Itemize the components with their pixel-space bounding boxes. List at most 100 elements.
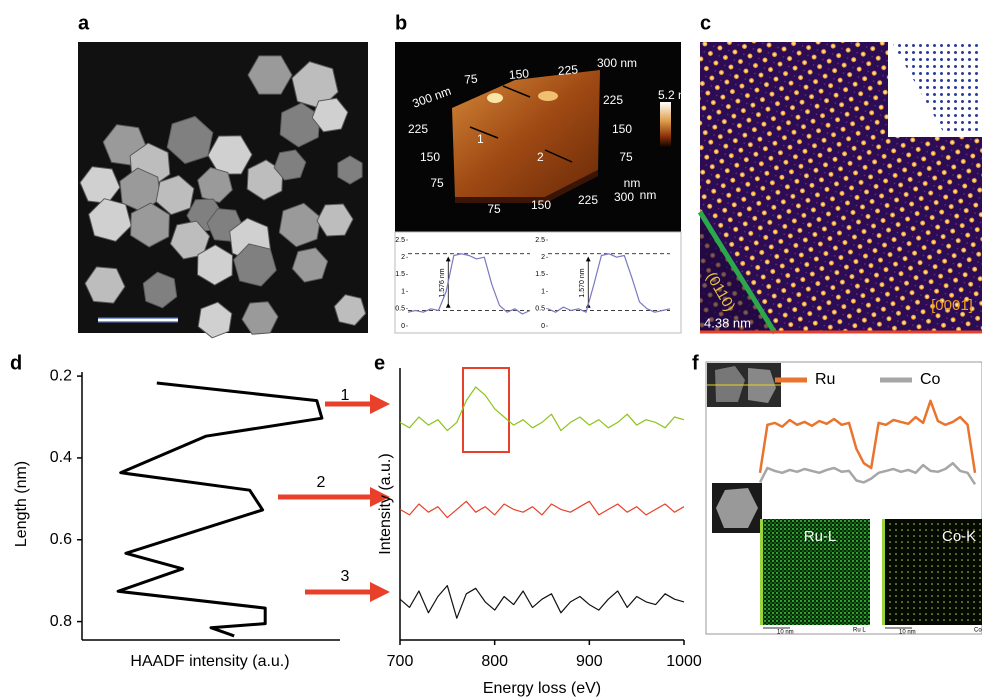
panel-label: c [700, 12, 711, 34]
profile-line [469, 126, 499, 139]
scale-label: 4.38 nm [704, 315, 751, 330]
y-tick-label: 1 [541, 288, 545, 295]
afm-axis-label: 150 [508, 66, 529, 82]
data-line [758, 399, 977, 473]
afm-axis-label: 150 [612, 122, 632, 136]
map-scale-label: Co [974, 628, 982, 634]
particle-image [716, 488, 758, 528]
data-line [399, 585, 685, 619]
legend-label: Ru [815, 371, 835, 388]
nanocrystal [142, 271, 178, 309]
color-scale-max: 5.2 nm [658, 88, 695, 102]
afm-surface [452, 70, 600, 197]
afm-particle [538, 91, 558, 101]
y-tick-label: 0.6 [50, 531, 72, 548]
afm-axis-label: 75 [464, 72, 479, 87]
afm-axis-label: 300 nm [597, 56, 637, 70]
color-bar [660, 102, 671, 148]
y-tick-label: 0.5 [395, 306, 405, 313]
afm-axis-label: 225 [557, 62, 578, 78]
afm-axis-label: 225 [578, 193, 598, 207]
co-map [882, 519, 982, 625]
profile-box [394, 231, 682, 334]
x-tick-label: 700 [387, 653, 414, 670]
y-tick-label: 0 [541, 323, 545, 330]
data-line [407, 253, 531, 315]
panel-label: b [395, 12, 407, 34]
y-axis-title: Intensity (a.u.) [377, 453, 394, 554]
nanocrystal [196, 244, 234, 286]
afm-axis-label: nm [624, 176, 641, 190]
y-tick-label: 2.5 [395, 237, 405, 244]
profile-line [502, 85, 531, 98]
facet-line [697, 210, 778, 335]
afm-axis-label: 75 [619, 150, 633, 164]
nanocrystal [155, 174, 195, 216]
panel-label: a [78, 12, 90, 34]
nanocrystals [79, 55, 367, 339]
nanocrystal [337, 155, 363, 185]
map-edge [882, 519, 885, 625]
nanocrystal [207, 135, 253, 175]
particle-image [715, 366, 745, 402]
spectrum-label: 1 [341, 387, 350, 404]
nanocrystal [169, 220, 211, 260]
panel-label: e [374, 352, 385, 374]
nanocrystal [197, 301, 233, 339]
nanocrystal [197, 166, 233, 204]
ru-map [760, 519, 870, 625]
y-tick-label: 0.5 [535, 306, 545, 313]
spectrum-label: 2 [317, 474, 326, 491]
y-tick-label: 0.2 [50, 367, 72, 384]
nanocrystal [88, 198, 132, 242]
afm-axis-label: 225 [603, 93, 623, 107]
x-tick-label: 800 [481, 653, 508, 670]
direction-label: [0001] [931, 297, 973, 314]
afm-axis-label: 150 [531, 198, 551, 212]
y-tick-label: 0.8 [50, 613, 72, 630]
data-line [399, 386, 685, 432]
afm-axis-label: nm [640, 188, 657, 202]
nanocrystal [278, 202, 322, 248]
y-tick-label: 0 [401, 323, 405, 330]
data-line [547, 253, 671, 313]
dimension-label: 1.570 nm [579, 268, 586, 297]
dimension-label: 1.576 nm [439, 268, 446, 297]
nanocrystal [166, 115, 214, 165]
data-line [399, 500, 685, 519]
y-tick-label: 2 [541, 254, 545, 261]
nanocrystal [291, 247, 329, 283]
y-axis-title: Length (nm) [13, 461, 30, 547]
afm-particle [487, 93, 503, 103]
afm-axis-label: 150 [420, 150, 440, 164]
panel-label: f [692, 352, 699, 374]
y-tick-label: 0.4 [50, 449, 72, 466]
afm-axis-label: 75 [487, 202, 501, 216]
data-line [116, 381, 324, 638]
y-tick-label: 2 [401, 254, 405, 261]
y-tick-label: 1 [401, 288, 405, 295]
map-scale-label: 10 nm [777, 630, 794, 636]
x-tick-label: 1000 [666, 653, 702, 670]
nanocrystal [247, 55, 293, 95]
profile-marker: 1 [477, 132, 484, 146]
nanocrystal [316, 203, 354, 237]
x-axis-title: Energy loss (eV) [483, 680, 601, 697]
map-scale-label: 10 nm [899, 630, 916, 636]
y-tick-label: 1.5 [535, 271, 545, 278]
afm-axis-label: 300 [614, 190, 634, 204]
nanocrystal [333, 294, 367, 326]
profile-marker: 2 [537, 150, 544, 164]
nanocrystal [273, 149, 307, 181]
map-label: Ru-L [804, 528, 837, 545]
atom-model [893, 44, 980, 135]
x-axis-title: HAADF intensity (a.u.) [130, 653, 289, 670]
y-tick-label: 1.5 [395, 271, 405, 278]
afm-axis-label: 225 [408, 122, 428, 136]
y-tick-label: 2.5 [535, 237, 545, 244]
panel-label: d [10, 352, 22, 374]
afm-side [455, 170, 598, 203]
highlight-box [462, 367, 510, 453]
